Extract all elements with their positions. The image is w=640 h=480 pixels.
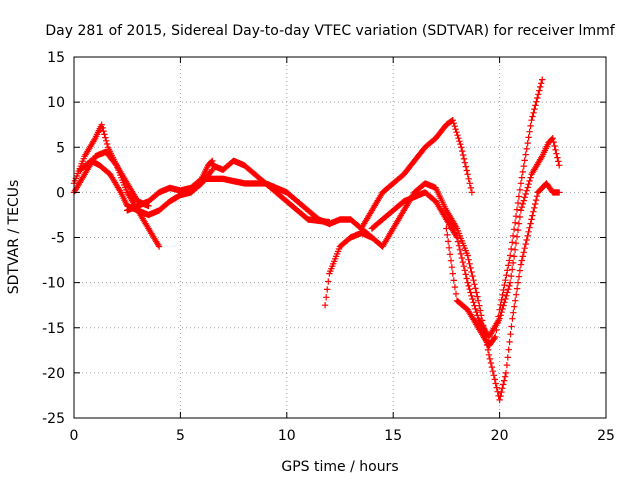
y-tick-label: 0 [56,185,65,201]
series-markers [77,157,216,219]
series-markers [358,117,476,232]
axis-ticks: 0 5 10 15 20 25 15 10 5 0 -5 -10 -15 -20 -25 [42,50,615,444]
series-track-3 [77,157,216,219]
series-markers [443,76,546,349]
series-track-5 [209,157,376,241]
y-tick-label: -25 [42,411,65,427]
y-tick-label: 5 [56,140,65,156]
y-tick-label: -15 [42,321,65,337]
y-tick-label: 15 [47,50,65,66]
y-tick-label: -5 [51,231,65,247]
x-tick-label: 0 [70,428,79,444]
y-tick-label: -20 [42,366,65,382]
x-tick-label: 20 [491,428,509,444]
series-markers [198,175,333,226]
series-track-6 [198,175,333,226]
x-tick-label: 25 [597,428,615,444]
series-markers [124,157,216,214]
data-marks [70,76,563,404]
series-track-4 [124,157,216,214]
y-axis-label: SDTVAR / TECUs [6,180,22,295]
x-tick-label: 10 [278,428,296,444]
x-tick-label: 5 [176,428,185,444]
y-tick-label: -10 [42,276,65,292]
series-markers [209,157,376,241]
y-tick-label: 10 [47,95,65,111]
chart-title: Day 281 of 2015, Sidereal Day-to-day VTE… [45,23,615,39]
x-axis-label: GPS time / hours [281,459,398,475]
series-track-10 [443,76,546,349]
series-track-8 [358,117,476,232]
x-tick-label: 15 [384,428,402,444]
